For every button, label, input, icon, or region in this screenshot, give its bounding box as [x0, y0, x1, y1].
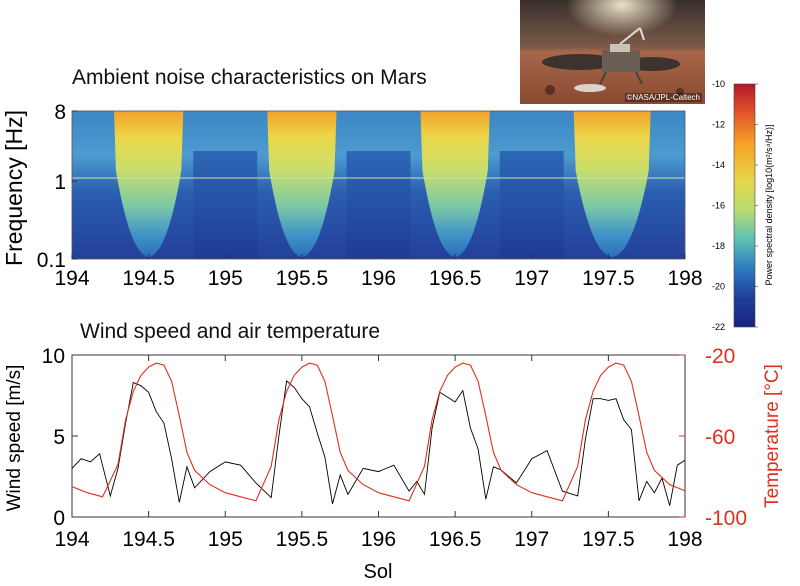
colorbar-tick-label: -20: [712, 282, 725, 292]
temp-y-tick-label: -60: [705, 426, 735, 449]
spectrogram-panel: 194 194.5 195 195.5 196 196.5 197 197.5 198 0.1 1…: [1, 101, 703, 290]
spectrogram-x-tick-label: 196.5: [429, 267, 482, 290]
quiet-band: [499, 151, 564, 259]
spectrogram-title: Ambient noise characteristics on Mars: [72, 66, 427, 89]
line-x-tick-label: 194: [54, 528, 89, 551]
lander-illustration: [520, 0, 705, 104]
colorbar-tick-label: -14: [712, 160, 725, 170]
spectrogram-x-tick-label: 197: [514, 267, 549, 290]
frequency-axis-label: Frequency [Hz]: [1, 110, 27, 266]
spectrogram-x-tick-label: 196: [361, 267, 396, 290]
line-x-tick-label: 194.5: [122, 528, 175, 551]
colorbar-label: Power spectral density [log10(m²/s⁴/Hz)]: [764, 125, 774, 286]
quiet-band: [346, 151, 411, 259]
temperature-series: [71, 362, 686, 502]
spectrogram-x-tick-label: 194: [54, 267, 89, 290]
wind-speed-axis-label: Wind speed [m/s]: [4, 365, 25, 512]
colorbar-tick-label: -18: [712, 241, 725, 251]
spectrogram-y-tick-label: 8: [54, 101, 66, 124]
temp-y-tick-label: -100: [705, 507, 747, 530]
spectrogram-x-tick-label: 195: [208, 267, 243, 290]
wind-speed-series: [71, 380, 686, 506]
insight-lander-photo: ©NASA/JPL-Caltech: [520, 0, 705, 104]
colorbar-gradient: [733, 83, 756, 328]
line-x-tick-label: 195.5: [276, 528, 329, 551]
quiet-band: [193, 151, 258, 259]
wind-temp-title: Wind speed and air temperature: [80, 320, 380, 343]
temp-y-tick-label: -20: [705, 345, 735, 368]
line-x-tick-label: 197.5: [582, 528, 635, 551]
line-x-tick-label: 198: [667, 528, 702, 551]
line-x-tick-label: 197: [514, 528, 549, 551]
line-x-tick-label: 195: [208, 528, 243, 551]
spectrogram-x-tick-label: 197.5: [582, 267, 635, 290]
sol-axis-label: Sol: [364, 561, 393, 583]
high-noise-window: [573, 111, 651, 257]
wind-y-tick-label: 5: [53, 426, 65, 449]
high-noise-window: [113, 111, 184, 257]
spectrogram-x-tick-label: 195.5: [276, 267, 329, 290]
wind-y-tick-label: 10: [42, 345, 65, 368]
high-noise-window: [420, 111, 490, 257]
colorbar-tick-label: -12: [712, 120, 725, 130]
colorbar: -10 -12 -14 -16 -18 -20 -22 Power spectral den…: [712, 79, 774, 332]
high-noise-window: [267, 111, 337, 257]
wind-temperature-panel: 194 194.5 195 195.5 196 196.5 197 197.5 198 0 5 10…: [4, 345, 783, 583]
spectrogram-y-tick-label: 1: [54, 171, 66, 194]
colorbar-tick-label: -22: [712, 322, 725, 332]
spectrogram-x-tick-label: 198: [667, 267, 702, 290]
line-x-tick-label: 196: [361, 528, 396, 551]
line-x-tick-label: 196.5: [429, 528, 482, 551]
spectrogram-x-tick-label: 194.5: [122, 267, 175, 290]
temperature-axis-label: Temperature [°C]: [762, 364, 783, 508]
spectrogram-y-tick-label: 0.1: [37, 249, 66, 272]
wind-y-tick-label: 0: [53, 507, 65, 530]
photo-credit: ©NASA/JPL-Caltech: [624, 93, 702, 102]
colorbar-tick-label: -16: [712, 201, 725, 211]
colorbar-tick-label: -10: [712, 79, 725, 89]
